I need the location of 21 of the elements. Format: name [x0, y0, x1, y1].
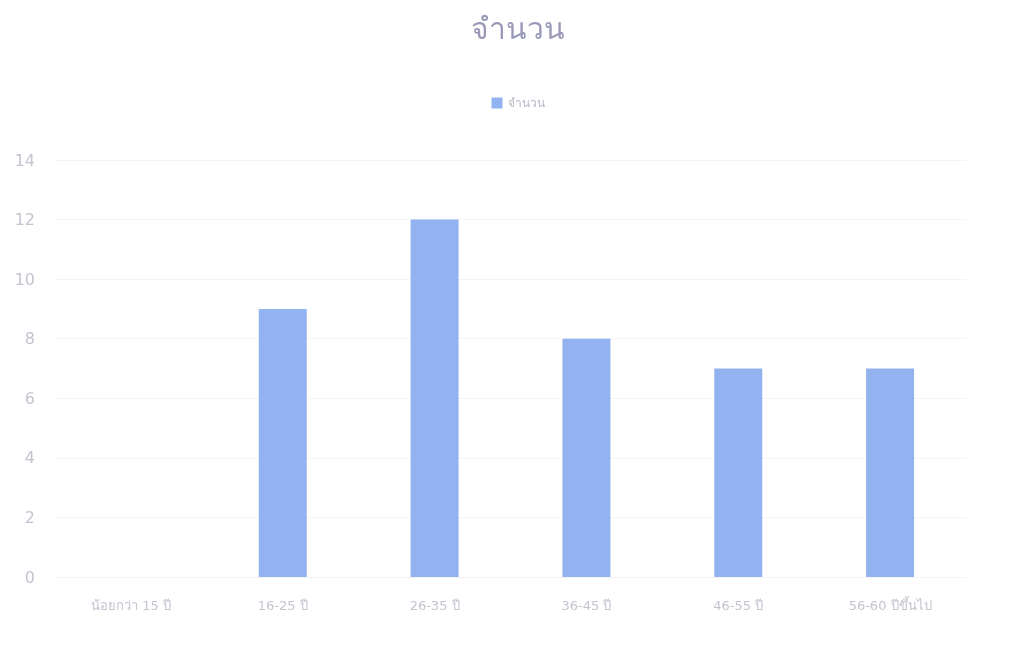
bar	[258, 308, 307, 577]
bar	[866, 368, 915, 577]
x-tick-label: 36-45 ปี	[561, 598, 612, 613]
x-tick-label: น้อยกว่า 15 ปี	[91, 598, 171, 613]
y-tick-label: 0	[24, 567, 35, 587]
y-tick-label: 6	[24, 388, 35, 408]
bar	[562, 338, 611, 577]
legend-label: จำนวน	[507, 96, 545, 110]
chart-title: จำนวน	[471, 10, 565, 46]
y-tick-label: 10	[14, 269, 35, 289]
bar	[714, 368, 763, 577]
x-tick-label: 26-35 ปี	[409, 598, 460, 613]
y-tick-label: 12	[14, 210, 35, 230]
y-tick-label: 4	[24, 448, 35, 468]
x-tick-label: 56-60 ปีขึ้นไป	[848, 596, 932, 613]
x-tick-label: 16-25 ปี	[257, 598, 308, 613]
y-tick-label: 8	[24, 329, 35, 349]
y-tick-label: 2	[24, 507, 35, 527]
x-tick-label: 46-55 ปี	[713, 598, 764, 613]
bar	[410, 219, 459, 577]
y-tick-label: 14	[14, 150, 35, 170]
